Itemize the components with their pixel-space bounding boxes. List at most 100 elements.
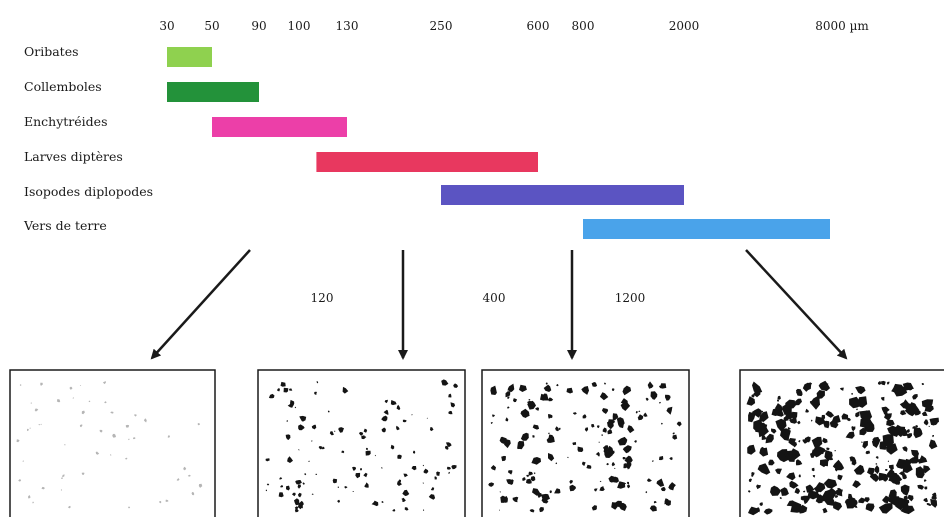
pore-speck [871, 437, 881, 448]
pore-speck [321, 446, 325, 450]
pore-speck [822, 437, 828, 444]
pore-speck [643, 412, 648, 417]
pore-speck [295, 480, 302, 485]
pore-speck [845, 431, 855, 439]
pore-speck [902, 446, 908, 452]
pore-speck [27, 428, 29, 432]
organism-label-enchytreides: Enchytréides [24, 114, 108, 129]
pore-speck [500, 495, 507, 503]
pore-speck [133, 437, 136, 440]
pore-speck [622, 385, 632, 396]
pore-speck [607, 429, 613, 435]
organism-label-larves-dipteres: Larves diptères [24, 149, 123, 164]
pore-speck [187, 474, 191, 477]
pore-speck [861, 441, 863, 443]
pore-speck [634, 440, 637, 443]
pore-speck [381, 415, 388, 422]
pore-speck [397, 481, 402, 486]
pore-speck [601, 408, 609, 414]
pore-speck [789, 417, 797, 424]
pore-speck [890, 472, 899, 480]
pore-speck [805, 408, 809, 413]
pore-speck [845, 497, 858, 509]
pore-speck [451, 465, 457, 470]
pore-speck [167, 435, 170, 438]
pore-speck [913, 427, 923, 439]
pore-speck [591, 505, 597, 511]
pore-speck [549, 490, 552, 494]
pore-speck [529, 509, 534, 512]
panel-low [257, 369, 466, 517]
pore-speck [567, 456, 569, 459]
pore-speck [933, 422, 938, 426]
pore-speck [596, 425, 600, 429]
mid-label-1200: 1200 [615, 291, 646, 305]
pore-speck [507, 406, 510, 409]
pore-speck [923, 497, 928, 503]
pore-speck [907, 387, 913, 391]
pore-speck [540, 394, 549, 401]
pore-speck [929, 417, 939, 426]
pore-speck [594, 488, 598, 492]
arrows [150, 249, 848, 360]
pore-speck [548, 453, 555, 462]
pore-speck [448, 393, 452, 398]
pore-speck [183, 466, 187, 471]
pore-speck [926, 503, 931, 506]
pore-speck [64, 444, 66, 446]
pore-speck [392, 509, 396, 512]
pore-speck [337, 486, 339, 488]
pore-speck [635, 411, 638, 414]
pore-speck [586, 464, 592, 469]
pore-speck [507, 396, 510, 399]
pore-speck [810, 395, 820, 410]
pore-speck [143, 418, 147, 423]
pore-speck [780, 487, 789, 496]
pore-speck [38, 424, 41, 426]
pore-speck [915, 466, 925, 479]
pore-speck [847, 417, 851, 422]
pore-speck [548, 432, 550, 435]
pore-speck [411, 466, 417, 471]
pore-speck [558, 427, 561, 431]
pore-speck [530, 476, 536, 482]
pore-speck [506, 479, 514, 485]
pore-speck [298, 424, 305, 431]
pore-speck [19, 384, 22, 386]
size-range-bars [167, 47, 830, 239]
panel-frame [9, 369, 216, 517]
pore-speck [513, 398, 518, 403]
pore-speck [811, 419, 813, 422]
tick-label: 50 [204, 19, 219, 33]
pore-speck [528, 399, 531, 401]
pore-speck [602, 394, 605, 395]
pore-speck [591, 382, 598, 387]
pore-speck [786, 472, 796, 481]
pore-speck [746, 396, 756, 406]
pore-speck [761, 410, 764, 413]
pore-speck [910, 402, 916, 408]
pore-speck [507, 386, 514, 392]
organism-labels: Oribates Collemboles Enchytréides Larves… [23, 44, 153, 233]
pore-speck [601, 434, 603, 436]
pore-speck [342, 386, 349, 394]
pore-speck [56, 399, 61, 403]
pore-speck [839, 387, 844, 391]
pore-speck [612, 476, 619, 483]
pore-speck [112, 433, 116, 438]
pore-speck [304, 473, 307, 476]
panel-medium [481, 369, 690, 517]
pore-speck [611, 462, 616, 467]
pore-speck [520, 432, 529, 441]
pore-speck [595, 451, 600, 457]
organism-label-vers-de-terre: Vers de terre [23, 218, 107, 233]
pore-speck [748, 506, 759, 516]
pore-speck [878, 503, 893, 514]
pore-speck [318, 446, 322, 450]
pore-speck [490, 465, 496, 471]
pore-speck [265, 458, 270, 462]
pore-speck [555, 462, 558, 465]
pore-speck [921, 411, 928, 416]
pore-speck [364, 482, 369, 488]
pore-speck [775, 468, 782, 475]
